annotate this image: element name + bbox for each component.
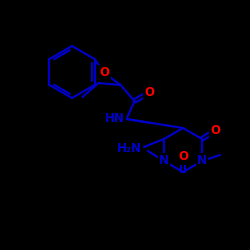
Text: H₂N: H₂N <box>117 142 142 156</box>
Text: O: O <box>100 66 110 80</box>
Text: O: O <box>178 150 188 164</box>
Text: HN: HN <box>105 112 124 126</box>
Text: O: O <box>144 86 154 98</box>
Text: O: O <box>210 124 220 136</box>
Text: N: N <box>159 154 169 168</box>
Text: N: N <box>197 154 207 168</box>
